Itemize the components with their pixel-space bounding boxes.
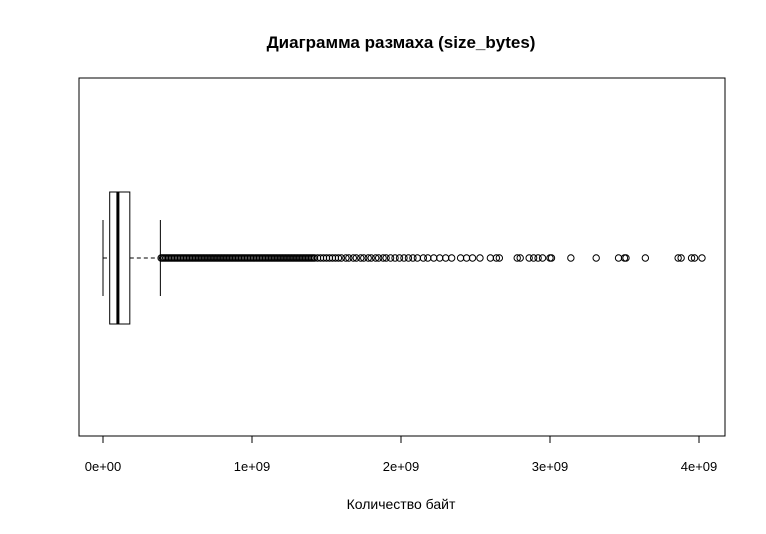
outlier-point-153	[567, 254, 575, 262]
outlier-point-161	[687, 254, 696, 262]
outlier-point-120	[367, 254, 375, 262]
outlier-point-140	[468, 254, 477, 262]
outlier-point-155	[614, 254, 623, 262]
iqr-box	[109, 191, 131, 325]
outlier-point-114	[345, 254, 353, 262]
outlier-point-111	[334, 254, 343, 262]
outlier-point-128	[400, 254, 408, 262]
outlier-point-118	[360, 254, 368, 262]
outlier-point-132	[419, 254, 428, 262]
outlier-point-163	[698, 254, 706, 262]
outlier-point-136	[442, 254, 450, 262]
outlier-point-121	[371, 254, 380, 262]
outlier-point-141	[476, 254, 484, 262]
outlier-point-133	[424, 254, 432, 262]
outlier-point-154	[592, 254, 600, 262]
outlier-point-151	[546, 254, 554, 262]
outlier-point-139	[462, 254, 471, 262]
x-tick-label-2: 2e+09	[383, 459, 420, 474]
x-axis-label: Количество байт	[347, 496, 456, 512]
x-axis: 0e+00 1e+09 2e+09 3e+09 4e+09	[85, 435, 718, 474]
outlier-point-135	[436, 254, 444, 262]
outlier-point-137	[447, 254, 456, 262]
outlier-point-157	[622, 254, 630, 262]
x-tick-label-4: 4e+09	[681, 459, 718, 474]
outlier-point-146	[516, 254, 524, 262]
outlier-point-152	[547, 254, 556, 262]
outlier-point-126	[391, 254, 399, 262]
outlier-point-130	[409, 254, 417, 262]
boxplot	[102, 191, 161, 325]
outlier-point-149	[534, 254, 542, 262]
outlier-point-147	[525, 254, 533, 262]
outlier-point-142	[486, 254, 495, 262]
outlier-point-143	[492, 254, 501, 262]
outlier-point-127	[395, 254, 404, 262]
chart-title: Диаграмма размаха (size_bytes)	[267, 33, 536, 52]
outlier-point-117	[357, 254, 365, 262]
outliers	[157, 254, 706, 262]
outlier-point-131	[413, 254, 422, 262]
outlier-point-144	[495, 254, 504, 262]
outlier-point-150	[538, 254, 547, 262]
outlier-point-115	[349, 254, 358, 262]
outlier-point-160	[677, 254, 685, 262]
outlier-point-119	[364, 254, 372, 262]
outlier-point-112	[337, 254, 346, 262]
x-tick-label-3: 3e+09	[532, 459, 569, 474]
x-tick-label-1: 1e+09	[234, 459, 271, 474]
outlier-point-134	[430, 254, 438, 262]
outlier-point-122	[374, 254, 383, 262]
outlier-point-159	[674, 254, 682, 262]
outlier-point-145	[513, 254, 521, 262]
outlier-point-123	[379, 254, 387, 262]
outlier-point-148	[529, 254, 538, 262]
x-tick-label-0: 0e+00	[85, 459, 122, 474]
outlier-point-158	[641, 254, 650, 262]
outlier-point-138	[456, 254, 465, 262]
outlier-point-156	[620, 254, 629, 262]
outlier-point-162	[690, 254, 699, 262]
outlier-point-124	[382, 254, 390, 262]
outlier-point-116	[352, 254, 360, 262]
outlier-point-125	[386, 254, 395, 262]
outlier-point-129	[404, 254, 413, 262]
outlier-point-113	[342, 254, 350, 262]
